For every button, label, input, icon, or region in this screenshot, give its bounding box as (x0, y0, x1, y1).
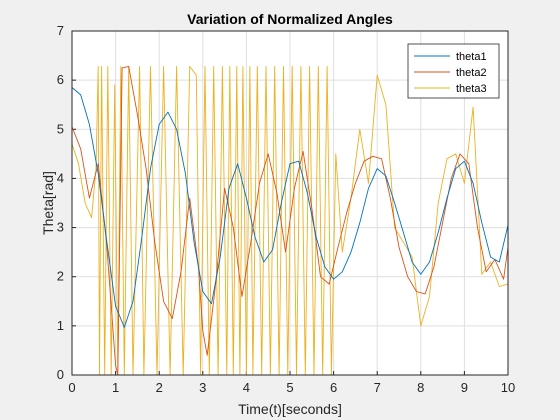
series-line-theta2 (71, 65, 509, 376)
y-tick-label: 4 (57, 170, 64, 185)
x-tick-label: 1 (112, 380, 119, 395)
y-tick-label: 2 (57, 269, 64, 284)
series-line-theta3 (71, 65, 509, 376)
x-axis-label: Time(t)[seconds] (238, 401, 342, 417)
x-tick-label: 8 (417, 380, 424, 395)
x-tick-label: 0 (68, 380, 75, 395)
series-line-theta1 (71, 87, 509, 328)
x-tick-label: 9 (461, 380, 468, 395)
x-tick-label: 5 (286, 380, 293, 395)
legend: theta1 theta2 theta3 (407, 43, 500, 99)
x-tick-label: 3 (199, 380, 206, 395)
y-tick-label: 6 (57, 72, 64, 87)
y-tick-label: 0 (57, 367, 64, 382)
legend-label-theta2: theta2 (456, 67, 487, 79)
legend-label-theta1: theta1 (456, 51, 487, 63)
x-tick-label: 10 (501, 380, 515, 395)
series-lines (71, 65, 509, 376)
legend-box (407, 43, 500, 99)
x-tick-label: 4 (243, 380, 250, 395)
x-tick-label: 7 (374, 380, 381, 395)
x-tick-label: 6 (330, 380, 337, 395)
legend-label-theta3: theta3 (456, 83, 487, 95)
y-axis-label: Theta[rad] (40, 171, 56, 235)
y-tick-label: 7 (57, 23, 64, 38)
plot-border (71, 30, 509, 376)
x-tick-label: 2 (156, 380, 163, 395)
y-tick-label: 5 (57, 121, 64, 136)
y-tick-label: 1 (57, 318, 64, 333)
chart-title: Variation of Normalized Angles (187, 11, 393, 27)
y-tick-label: 3 (57, 220, 64, 235)
